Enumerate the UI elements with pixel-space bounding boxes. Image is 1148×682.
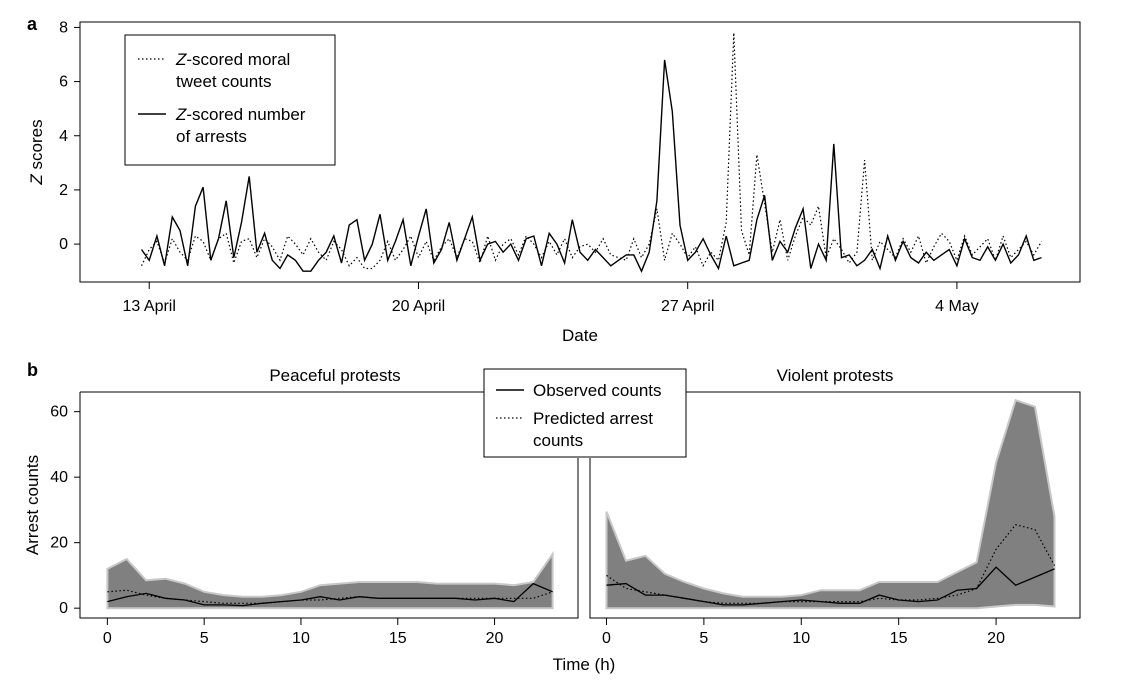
pbl-xtick-label: 10 <box>292 630 310 647</box>
legend-predicted-label-line1: Predicted arrest <box>533 409 653 428</box>
panel-b-label: b <box>27 360 38 380</box>
peaceful-title: Peaceful protests <box>269 366 400 385</box>
panel-a-ylabel: Z scores <box>27 119 46 185</box>
panel-a-ytick-label: 0 <box>59 236 68 253</box>
pbl-xtick-label: 0 <box>103 630 112 647</box>
panel-b-legend: Observed counts Predicted arrest counts <box>483 368 687 458</box>
pbr-xtick-label: 0 <box>602 630 611 647</box>
peaceful-frame <box>79 392 579 619</box>
panel-a-chart: 0 2 4 6 8 13 April 20 April 27 April 4 May <box>59 19 1081 315</box>
panel-a-xtick-label: 4 May <box>935 298 979 315</box>
pbl-ytick-label: 40 <box>50 469 68 486</box>
panel-a-ylabel-italic: Z <box>27 174 46 186</box>
pbl-xtick-label: 15 <box>389 630 407 647</box>
panel-a-ytick-label: 8 <box>59 19 68 36</box>
panel-a-ytick-label: 2 <box>59 182 68 199</box>
pbl-ytick-label: 0 <box>59 600 68 617</box>
legend-moral-label-line2: tweet counts <box>176 72 271 91</box>
legend-moral-label-line1: Z-scored moral <box>175 50 290 69</box>
pbl-xtick-label: 5 <box>200 630 209 647</box>
arrest-series-line <box>140 59 1042 273</box>
panel-b-ylabel: Arrest counts <box>23 455 42 555</box>
pbl-ytick-label: 60 <box>50 404 68 421</box>
legend-observed-label: Observed counts <box>533 381 662 400</box>
violent-title: Violent protests <box>777 366 894 385</box>
pbl-xtick-label: 20 <box>486 630 504 647</box>
panel-a-frame <box>79 21 1081 283</box>
legend-moral-italic: Z <box>175 50 187 69</box>
panel-b-xlabel: Time (h) <box>553 655 616 674</box>
panel-a-xtick-label: 27 April <box>661 298 714 315</box>
moral-tweet-series-line <box>140 32 1043 270</box>
legend-predicted-label-line2: counts <box>533 431 583 450</box>
panel-a-legend-box <box>124 34 336 166</box>
panel-b-peaceful-chart: 0 20 40 60 0 5 10 15 20 <box>50 391 579 647</box>
violent-frame <box>589 391 1081 619</box>
pbr-xtick-label: 10 <box>792 630 810 647</box>
legend-moral-text: -scored moral <box>186 50 290 69</box>
panel-a-ytick-label: 4 <box>59 128 68 145</box>
panel-b-legend-box <box>483 368 687 458</box>
legend-arrest-label-line2: of arrests <box>176 127 247 146</box>
pbr-xtick-label: 15 <box>890 630 908 647</box>
violent-confidence-band <box>605 398 1056 610</box>
panel-a-xlabel: Date <box>562 326 598 345</box>
peaceful-predicted-line <box>107 589 553 604</box>
panel-a-legend: Z-scored moral tweet counts Z-scored num… <box>124 34 336 166</box>
peaceful-observed-line <box>107 582 553 607</box>
panel-a-ytick-label: 6 <box>59 74 68 91</box>
pbl-ytick-label: 20 <box>50 535 68 552</box>
pbr-xtick-label: 5 <box>699 630 708 647</box>
violent-observed-line <box>606 566 1055 606</box>
legend-arrest-label-line1: Z-scored number <box>175 105 306 124</box>
peaceful-confidence-band <box>106 550 554 610</box>
panel-a-ylabel-rest: scores <box>27 119 46 174</box>
legend-arrest-italic: Z <box>175 105 187 124</box>
legend-arrest-text: -scored number <box>186 105 305 124</box>
violent-predicted-line <box>606 524 1056 604</box>
panel-a-xtick-label: 13 April <box>123 298 176 315</box>
panel-a-label: a <box>27 14 38 34</box>
panel-b-violent-chart: 0 5 10 15 20 <box>589 391 1081 647</box>
pbr-xtick-label: 20 <box>987 630 1005 647</box>
panel-a-xtick-label: 20 April <box>392 298 445 315</box>
